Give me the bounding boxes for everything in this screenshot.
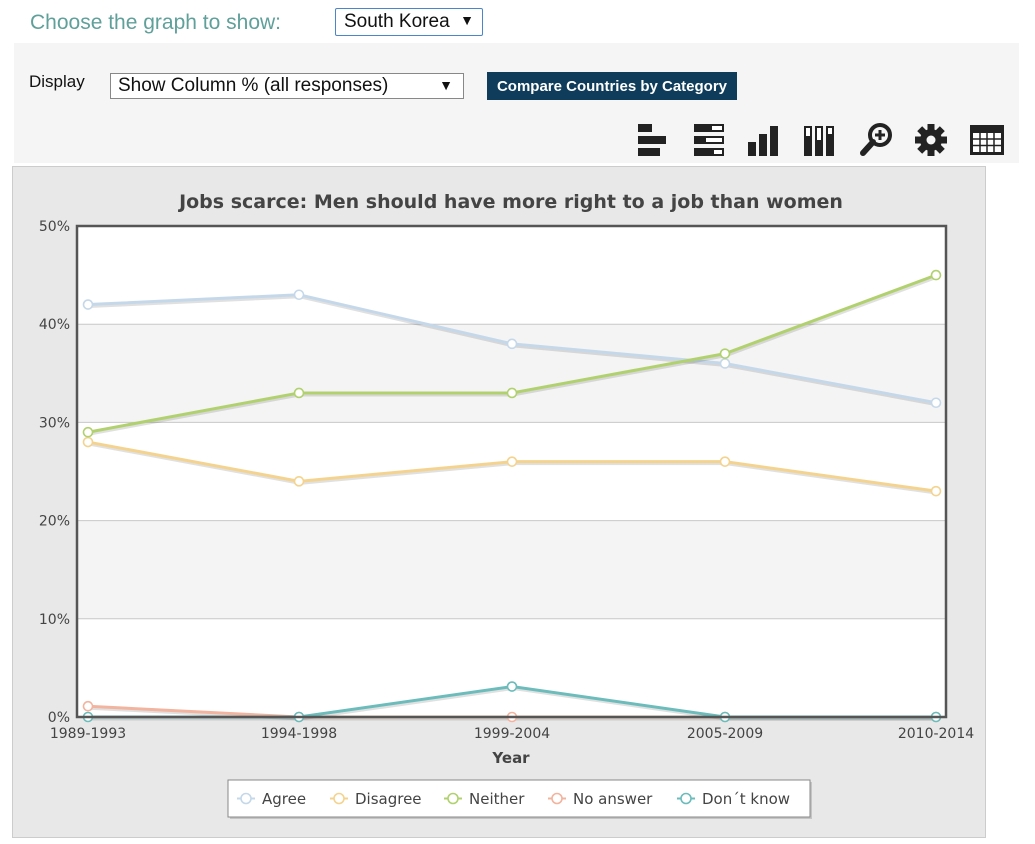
- compare-countries-button[interactable]: Compare Countries by Category: [487, 72, 737, 100]
- dropdown-arrow-icon: ▼: [439, 77, 453, 93]
- legend-marker: [333, 792, 345, 805]
- legend-label: Disagree: [355, 790, 422, 808]
- y-tick-label: 0%: [48, 710, 70, 726]
- data-point[interactable]: [506, 387, 518, 399]
- legend-label: Neither: [469, 790, 525, 808]
- legend-marker: [447, 792, 459, 805]
- legend-label: No answer: [573, 790, 653, 808]
- legend-box: [227, 779, 811, 818]
- bar-vertical-stacked-icon[interactable]: [802, 120, 840, 160]
- legend-label: Agree: [262, 790, 306, 808]
- data-point[interactable]: [293, 476, 305, 487]
- y-tick-label: 10%: [39, 612, 70, 628]
- x-tick-label: 1994-1998: [261, 726, 337, 742]
- data-point[interactable]: [293, 387, 305, 399]
- data-point[interactable]: [506, 681, 518, 692]
- y-tick-label: 20%: [39, 514, 70, 530]
- data-point[interactable]: [82, 426, 94, 438]
- legend-item[interactable]: No answer: [548, 790, 653, 808]
- bar-horizontal-stacked-icon[interactable]: [690, 120, 728, 160]
- data-point[interactable]: [930, 397, 942, 409]
- display-select[interactable]: Show Column % (all responses) ▼: [110, 73, 464, 99]
- plot-band: [77, 520, 946, 619]
- x-tick-label: 1989-1993: [50, 726, 126, 742]
- country-select-value: South Korea: [344, 11, 450, 32]
- data-point[interactable]: [506, 338, 518, 350]
- country-select[interactable]: South Korea ▼: [335, 8, 483, 36]
- chart-title: Jobs scarce: Men should have more right …: [177, 191, 843, 213]
- legend-item[interactable]: Neither: [444, 790, 525, 808]
- toolbar-panel: [14, 43, 1019, 163]
- bar-horizontal-icon[interactable]: [634, 120, 672, 160]
- plot-border: [75, 224, 948, 719]
- x-tick-label: 2005-2009: [687, 726, 763, 742]
- legend-item[interactable]: Agree: [237, 790, 306, 808]
- table-view-icon[interactable]: [968, 120, 1006, 160]
- data-point[interactable]: [719, 456, 731, 467]
- x-axis-title: Year: [491, 749, 530, 767]
- data-point[interactable]: [930, 485, 942, 497]
- choose-graph-label-row: Choose the graph to show:: [30, 8, 281, 38]
- zoom-in-icon[interactable]: [858, 120, 896, 160]
- y-tick-label: 30%: [39, 415, 70, 431]
- data-point[interactable]: [82, 299, 94, 310]
- data-point[interactable]: [719, 358, 731, 369]
- y-tick-label: 40%: [39, 317, 70, 333]
- data-point[interactable]: [293, 289, 305, 301]
- data-point[interactable]: [82, 700, 94, 712]
- data-point[interactable]: [82, 436, 94, 448]
- data-point[interactable]: [719, 348, 731, 359]
- data-point[interactable]: [930, 269, 942, 281]
- x-tick-label: 2010-2014: [898, 726, 974, 742]
- dropdown-arrow-icon: ▼: [460, 12, 474, 28]
- legend-marker: [240, 792, 252, 805]
- x-tick-label: 1999-2004: [474, 726, 550, 742]
- legend-marker: [680, 792, 692, 805]
- y-tick-label: 50%: [39, 219, 70, 235]
- settings-gear-icon[interactable]: [912, 120, 950, 160]
- legend-marker: [551, 792, 563, 805]
- bar-vertical-icon[interactable]: [746, 120, 784, 160]
- choose-graph-label: Choose the graph to show:: [30, 11, 281, 34]
- legend-label: Don´t know: [702, 790, 790, 808]
- display-label: Display: [29, 72, 85, 91]
- legend-item[interactable]: Disagree: [330, 790, 422, 808]
- data-point[interactable]: [506, 456, 518, 467]
- display-select-value: Show Column % (all responses): [118, 75, 389, 96]
- legend-item[interactable]: Don´t know: [677, 790, 790, 808]
